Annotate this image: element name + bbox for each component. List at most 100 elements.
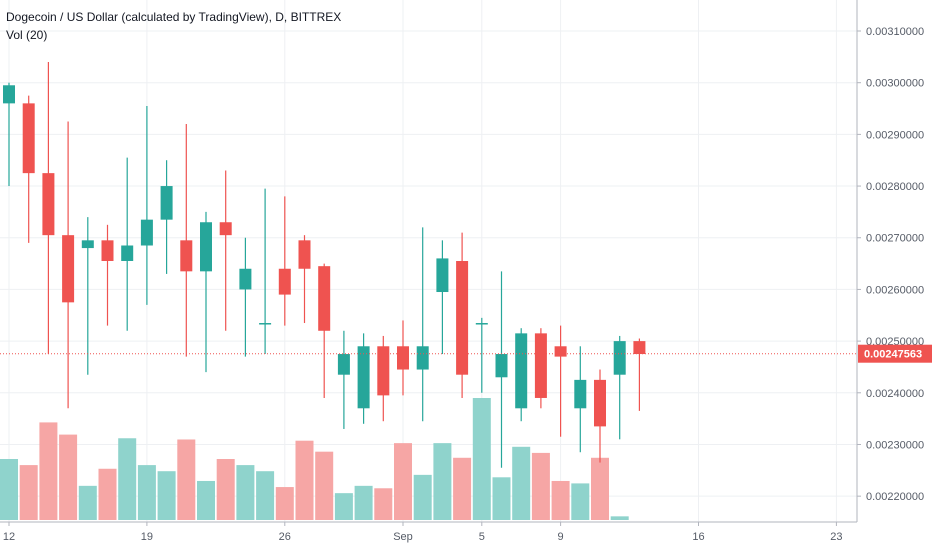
time-tick-label: 19 — [141, 531, 153, 543]
volume-bar — [315, 451, 334, 520]
volume-bar — [472, 398, 491, 520]
volume-bar — [413, 474, 432, 520]
candle-body — [121, 245, 134, 261]
volume-bar — [374, 488, 393, 520]
price-tick-label: 0.00310000 — [866, 26, 924, 38]
candle-body — [337, 354, 350, 375]
candle — [534, 328, 547, 409]
last-price-tag: 0.00247563 — [858, 344, 932, 363]
volume-bars — [0, 398, 629, 520]
volume-bar — [551, 480, 570, 520]
volume-bar — [492, 477, 511, 520]
candle-body — [377, 346, 390, 396]
candle-body — [180, 240, 193, 272]
candle-body — [594, 379, 606, 427]
candle — [495, 271, 508, 468]
volume-bar — [236, 465, 255, 520]
candle-body — [357, 346, 370, 409]
candle-body — [613, 341, 626, 375]
volume-bar — [59, 434, 78, 520]
candle-body — [42, 173, 55, 236]
candle-body — [574, 379, 587, 409]
volume-bar — [98, 468, 117, 520]
volume-bar — [610, 516, 629, 520]
time-axis[interactable]: 12 19 26 Sep 5 9 16 23 — [3, 522, 843, 543]
time-tick-label: Sep — [393, 531, 413, 543]
candle — [62, 121, 75, 409]
candle — [436, 240, 449, 355]
candle — [456, 232, 469, 398]
candle — [219, 170, 232, 331]
candle — [81, 217, 94, 375]
candle — [3, 82, 15, 187]
candle — [140, 105, 153, 305]
volume-bar — [354, 485, 373, 520]
volume-bar — [137, 465, 156, 520]
time-tick-label: 12 — [3, 531, 15, 543]
candle — [377, 335, 390, 422]
volume-bar — [512, 446, 531, 520]
candle-body — [219, 222, 232, 236]
volume-bar — [295, 440, 314, 520]
price-tick-label: 0.00300000 — [866, 78, 924, 90]
price-tick-label: 0.00280000 — [866, 181, 924, 193]
candle-body — [239, 268, 252, 290]
candle-body — [101, 240, 114, 261]
candle — [278, 196, 291, 326]
candle-body — [259, 323, 272, 325]
time-tick-label: 23 — [830, 531, 842, 543]
candle — [357, 333, 370, 424]
candle-body — [397, 346, 409, 370]
volume-bar — [157, 471, 176, 520]
candle-body — [160, 186, 173, 220]
volume-bar — [197, 480, 215, 520]
chart-title: Dogecoin / US Dollar (calculated by Trad… — [6, 10, 342, 24]
chart-legend: Dogecoin / US Dollar (calculated by Trad… — [6, 8, 341, 44]
candle-body — [495, 354, 508, 378]
volume-bar — [118, 438, 137, 520]
candle-body — [475, 323, 488, 325]
candle — [259, 188, 272, 355]
candle-body — [81, 240, 94, 249]
candle — [160, 160, 173, 274]
volume-bar — [177, 439, 196, 520]
candle-body — [22, 103, 35, 174]
volume-bar — [216, 459, 235, 520]
volume-indicator-label[interactable]: Vol (20) — [6, 28, 48, 42]
candle-body — [140, 219, 153, 246]
candle — [22, 95, 35, 243]
candles — [3, 62, 646, 468]
candle-body — [436, 258, 449, 293]
price-tick-label: 0.00290000 — [866, 129, 924, 141]
last-price-tag-background — [858, 344, 932, 363]
price-tick-label: 0.00270000 — [866, 233, 924, 245]
time-tick-label: 16 — [692, 531, 704, 543]
candle — [397, 320, 409, 396]
time-tick-label: 5 — [479, 531, 485, 543]
candle — [42, 62, 55, 355]
candle — [318, 263, 331, 398]
candle — [475, 317, 488, 393]
candle-body — [416, 346, 429, 370]
volume-bar — [0, 459, 18, 520]
candle — [416, 227, 429, 422]
last-price-tag-label: 0.00247563 — [864, 349, 922, 361]
candle-body — [515, 333, 528, 409]
candle-body — [298, 240, 311, 269]
candle — [200, 211, 212, 373]
volume-bar — [571, 483, 590, 520]
candle — [121, 157, 134, 331]
candle-body — [3, 85, 15, 104]
volume-bar — [256, 471, 275, 520]
candle-body — [200, 222, 212, 272]
candle — [101, 224, 114, 326]
volume-bar — [78, 485, 97, 520]
candle-body — [62, 235, 75, 303]
candle-body — [633, 341, 646, 355]
price-axis[interactable]: 0.00310000 0.00300000 0.00290000 0.00280000… — [857, 26, 924, 503]
candle — [180, 124, 193, 357]
volume-bar — [531, 452, 550, 520]
candle-body — [278, 268, 291, 295]
price-tick-label: 0.00260000 — [866, 284, 924, 296]
volume-bar — [275, 487, 294, 520]
